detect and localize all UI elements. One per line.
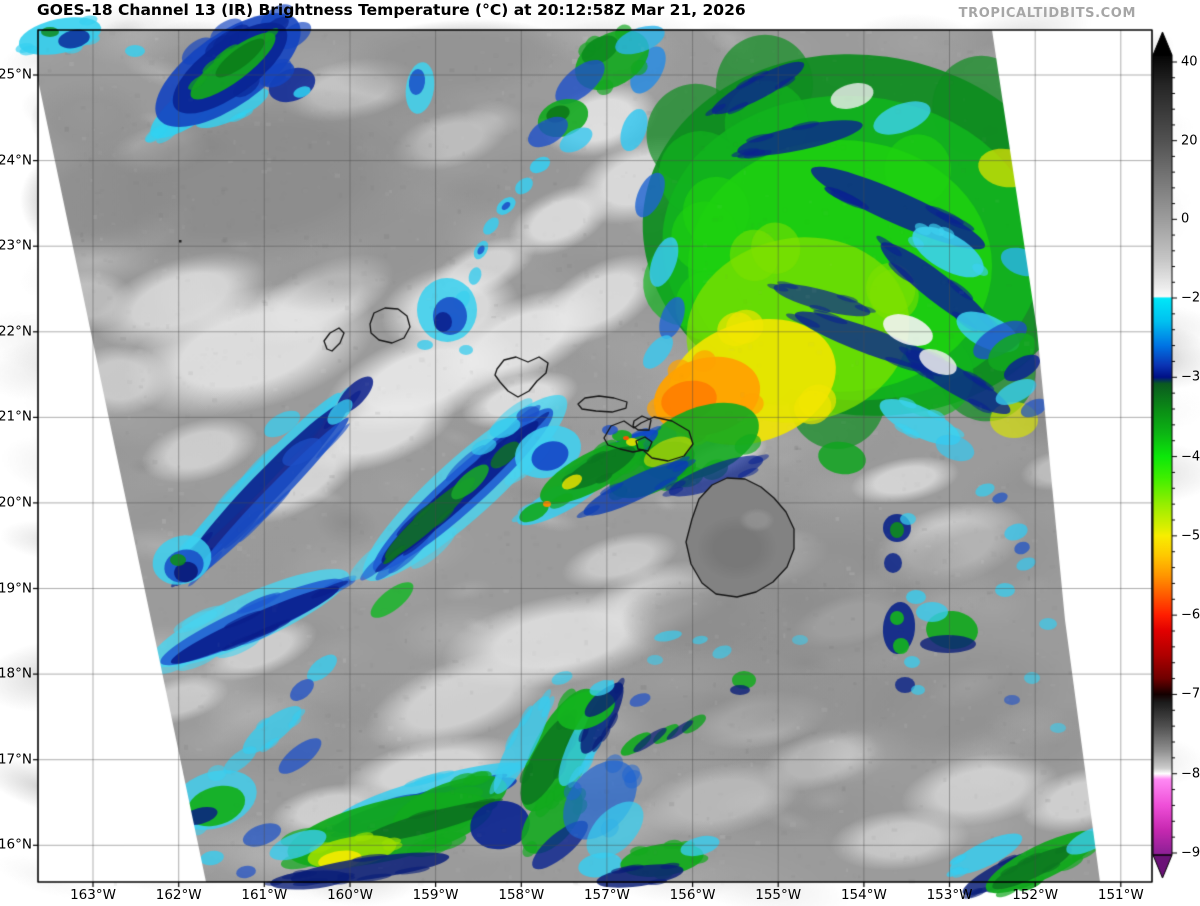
colorbar-tick-label: 0: [1181, 211, 1190, 227]
lon-tick-label: 163°W: [70, 887, 116, 903]
lon-tick-label: 155°W: [755, 887, 802, 903]
colorbar-tick-label: −80: [1181, 766, 1200, 782]
lat-tick-label: 23°N: [0, 237, 32, 254]
colorbar-tick-label: −70: [1181, 686, 1200, 702]
colorbar-tick-label: −50: [1181, 528, 1200, 544]
colorbar-tick-label: −90: [1181, 845, 1200, 861]
watermark: TROPICALTIDBITS.COM: [958, 6, 1136, 21]
lat-tick-label: 18°N: [0, 665, 32, 682]
colorbar-tick-label: −60: [1181, 607, 1200, 623]
lat-tick-label: 19°N: [0, 579, 32, 596]
lon-tick-label: 152°W: [1012, 887, 1059, 903]
lon-tick-label: 162°W: [155, 887, 202, 903]
lat-tick-label: 16°N: [0, 836, 32, 853]
lon-tick-label: 158°W: [498, 887, 545, 903]
lon-tick-label: 160°W: [327, 887, 373, 903]
colorbar-tick-label: −40: [1181, 449, 1200, 465]
colorbar-tick-label: −30: [1181, 369, 1200, 385]
lat-tick-label: 25°N: [0, 66, 32, 83]
colorbar-tick-label: −20: [1181, 290, 1200, 306]
lon-tick-label: 159°W: [412, 887, 459, 903]
lon-tick-label: 156°W: [669, 887, 716, 903]
lat-tick-label: 20°N: [0, 494, 32, 511]
lon-tick-label: 161°W: [241, 887, 288, 903]
lon-tick-label: 154°W: [840, 887, 887, 903]
lat-tick-label: 22°N: [0, 323, 32, 340]
page-title: GOES-18 Channel 13 (IR) Brightness Tempe…: [37, 1, 746, 19]
colorbar-tick-label: 40: [1181, 54, 1198, 70]
lon-tick-label: 153°W: [926, 887, 973, 903]
lon-tick-label: 151°W: [1097, 887, 1144, 903]
colorbar-tick-label: 20: [1181, 133, 1198, 149]
lat-tick-label: 17°N: [0, 750, 32, 767]
lat-tick-label: 21°N: [0, 408, 32, 425]
lon-tick-label: 157°W: [583, 887, 630, 903]
lat-tick-label: 24°N: [0, 151, 32, 168]
